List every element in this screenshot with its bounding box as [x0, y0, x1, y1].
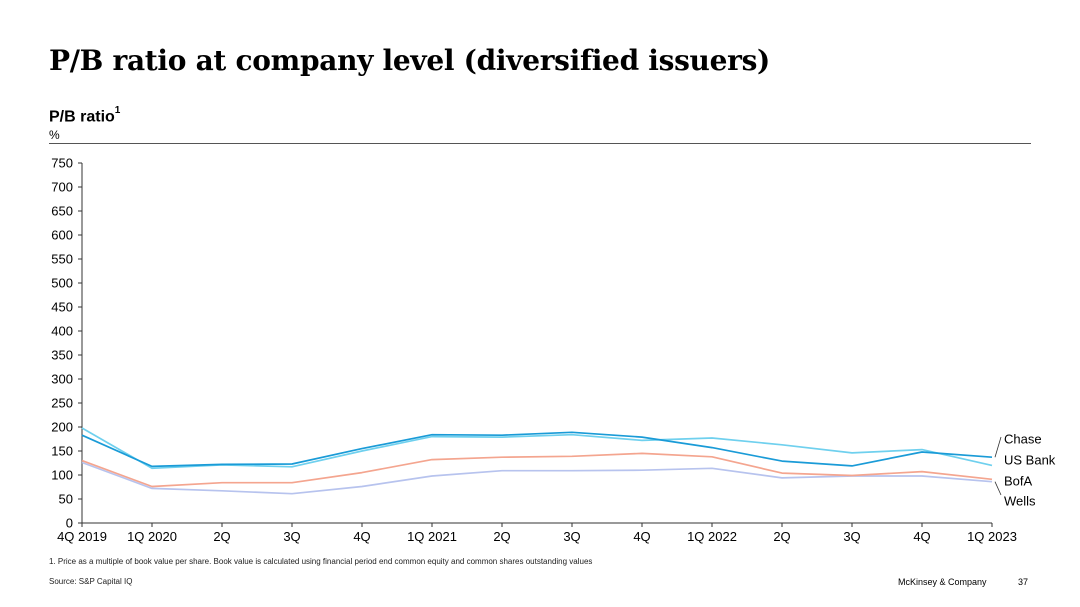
- unit-label: %: [49, 128, 60, 142]
- header-divider: [49, 143, 1031, 144]
- series-label-bofa: BofA: [1004, 474, 1033, 489]
- x-tick-label: 2Q: [213, 529, 230, 544]
- y-tick-label: 200: [51, 420, 73, 435]
- y-tick-label: 700: [51, 180, 73, 195]
- y-axis-ticks: 0 50 100 150 200 250 300 350 400 450 500 550 600 650 7…: [51, 156, 82, 531]
- x-tick-label: 1Q 2023: [967, 529, 1017, 544]
- source-note: Source: S&P Capital IQ: [49, 577, 133, 586]
- series-line-us-bank: [81, 427, 993, 470]
- y-tick-label: 600: [51, 228, 73, 243]
- series-line-wells: [81, 461, 993, 495]
- y-tick-label: 500: [51, 276, 73, 291]
- y-tick-label: 100: [51, 468, 73, 483]
- series-label-wells: Wells: [1004, 494, 1036, 509]
- x-tick-label: 1Q 2021: [407, 529, 457, 544]
- y-tick-label: 150: [51, 444, 73, 459]
- y-tick-label: 250: [51, 396, 73, 411]
- series-lines: [81, 427, 993, 495]
- y-tick-label: 350: [51, 348, 73, 363]
- label-leader-line: [994, 436, 1002, 458]
- page-number: 37: [1018, 577, 1029, 587]
- brand-name: McKinsey & Company: [898, 577, 987, 587]
- y-tick-label: 450: [51, 300, 73, 315]
- x-tick-label: 1Q 2020: [127, 529, 177, 544]
- y-tick-label: 400: [51, 324, 73, 339]
- y-tick-label: 300: [51, 372, 73, 387]
- x-tick-label: 3Q: [283, 529, 300, 544]
- x-axis-ticks: 4Q 2019 1Q 2020 2Q 3Q 4Q 1Q 2021 2Q 3Q 4Q 1Q 2022…: [57, 523, 1017, 544]
- x-tick-label: 4Q: [633, 529, 650, 544]
- y-tick-label: 650: [51, 204, 73, 219]
- x-tick-label: 1Q 2022: [687, 529, 737, 544]
- chart-axes: [81, 163, 992, 524]
- label-leader-line: [994, 481, 1002, 496]
- x-tick-label: 3Q: [563, 529, 580, 544]
- series-label-chase: Chase: [1004, 432, 1042, 447]
- footnote: 1. Price as a multiple of book value per…: [49, 557, 593, 566]
- chart-subtitle-text: P/B ratio: [49, 108, 115, 126]
- y-tick-label: 0: [66, 516, 73, 531]
- y-tick-label: 50: [59, 492, 73, 507]
- series-labels: Chase US Bank BofA Wells: [994, 432, 1056, 509]
- x-tick-label: 4Q: [913, 529, 930, 544]
- x-tick-label: 4Q: [353, 529, 370, 544]
- y-tick-label: 550: [51, 252, 73, 267]
- series-label-us-bank: US Bank: [1004, 453, 1056, 468]
- y-tick-label: 750: [51, 156, 73, 171]
- x-tick-label: 3Q: [843, 529, 860, 544]
- x-tick-label: 2Q: [773, 529, 790, 544]
- x-tick-label: 2Q: [493, 529, 510, 544]
- series-line-chase: [81, 431, 993, 468]
- x-tick-label: 4Q 2019: [57, 529, 107, 544]
- page-title: P/B ratio at company level (diversified …: [49, 44, 770, 77]
- chart-subtitle: P/B ratio1: [49, 105, 121, 126]
- series-line-bofa: [81, 452, 993, 488]
- footnote-marker: 1: [114, 105, 121, 116]
